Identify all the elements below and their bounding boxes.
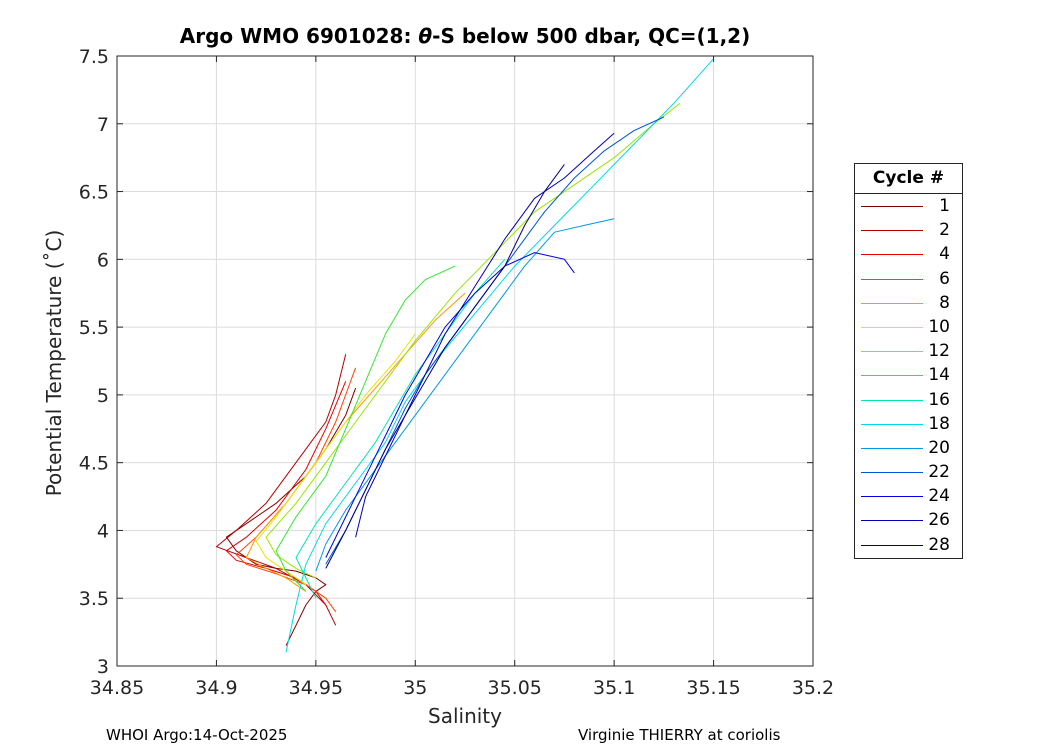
legend-item-cycle-14: 14 (855, 363, 962, 387)
y-tick-label: 5.5 (79, 317, 109, 339)
legend-swatch (861, 206, 923, 207)
series-line-cycle-22 (325, 116, 665, 565)
y-tick-label: 3 (97, 656, 109, 678)
legend-label: 24 (928, 486, 950, 507)
x-tick-label: 34.95 (289, 677, 343, 699)
footer-source: WHOI Argo:14-Oct-2025 (106, 726, 288, 744)
legend-swatch (861, 254, 923, 256)
y-tick-label: 6.5 (79, 182, 109, 204)
legend-swatch (861, 375, 923, 377)
legend-label: 4 (939, 244, 950, 265)
series-group (215, 58, 714, 653)
y-tick-label: 5 (97, 385, 109, 407)
series-line-cycle-12 (265, 103, 681, 579)
series-line-cycle-10 (255, 333, 416, 586)
legend-label: 10 (928, 316, 950, 337)
legend-item-cycle-16: 16 (855, 388, 962, 412)
grid-lines (116, 55, 814, 667)
legend-label: 8 (939, 292, 950, 313)
legend-title: Cycle # (855, 164, 962, 194)
series-line-cycle-16 (295, 258, 506, 599)
series-line-cycle-1 (225, 387, 357, 646)
plot-frame (116, 55, 814, 667)
x-tick-label: 34.9 (195, 677, 237, 699)
legend-label: 22 (928, 462, 950, 483)
y-axis-ticks: 3 3.5 4 4.5 5 5.5 6 6.5 7 7.5 (79, 46, 813, 678)
x-tick-label: 35.05 (488, 677, 542, 699)
y-tick-label: 4.5 (79, 453, 109, 475)
legend-label: 28 (928, 534, 950, 555)
legend-item-cycle-22: 22 (855, 460, 962, 484)
footer-author: Virginie THIERRY at coriolis (578, 726, 781, 744)
legend-swatch (861, 278, 923, 280)
legend-item-cycle-1: 1 (855, 194, 962, 218)
y-tick-label: 3.5 (79, 588, 109, 610)
y-tick-label: 6 (97, 249, 109, 271)
chart-title: Argo WMO 6901028: θ-S below 500 dbar, QC… (179, 24, 751, 48)
legend-item-cycle-12: 12 (855, 339, 962, 363)
series-line-cycle-8 (245, 292, 466, 592)
legend-label: 12 (928, 341, 950, 362)
series-line-cycle-18 (285, 58, 714, 653)
series-line-cycle-26 (355, 132, 615, 538)
y-tick-label: 7 (97, 114, 109, 136)
title-theta-symbol: θ (418, 24, 433, 48)
legend-item-cycle-4: 4 (855, 242, 962, 266)
legend-swatch (861, 326, 923, 328)
y-tick-label: 7.5 (79, 46, 109, 68)
legend-label: 1 (939, 196, 950, 216)
x-axis-ticks: 34.85 34.9 34.95 35 35.05 35.1 35.15 35.2 (90, 56, 834, 699)
x-axis-label: Salinity (428, 704, 502, 728)
legend-label: 26 (928, 510, 950, 531)
legend-label: 20 (928, 437, 950, 458)
legend-swatch (861, 423, 923, 425)
legend-item-cycle-10: 10 (855, 315, 962, 339)
x-tick-label: 35 (403, 677, 427, 699)
legend-item-cycle-8: 8 (855, 291, 962, 315)
legend-label: 18 (928, 413, 950, 434)
legend-swatch (861, 351, 923, 353)
legend-label: 14 (928, 365, 950, 386)
y-axis-label: Potential Temperature (˚C) (42, 229, 66, 497)
series-line-cycle-6 (235, 367, 357, 613)
legend-swatch (861, 472, 923, 474)
legend-swatch (861, 520, 923, 522)
legend-swatch (861, 399, 923, 401)
legend-swatch (861, 496, 923, 498)
x-tick-label: 35.15 (686, 677, 740, 699)
legend-swatch (861, 302, 923, 304)
legend-item-cycle-6: 6 (855, 267, 962, 291)
legend-item-cycle-2: 2 (855, 218, 962, 242)
legend-item-cycle-18: 18 (855, 412, 962, 436)
series-line-cycle-14 (275, 265, 456, 592)
x-tick-label: 35.2 (792, 677, 834, 699)
legend: Cycle # 1 2 4 6 8 10 12 14 16 18 20 22 24 26 28 (854, 163, 963, 559)
series-line-cycle-28 (325, 164, 565, 569)
x-tick-label: 35.1 (593, 677, 635, 699)
legend-items: 1 2 4 6 8 10 12 14 16 18 20 22 24 26 28 (855, 194, 962, 557)
legend-label: 16 (928, 389, 950, 410)
legend-item-cycle-24: 24 (855, 484, 962, 508)
legend-item-cycle-20: 20 (855, 436, 962, 460)
legend-label: 6 (939, 268, 950, 289)
legend-item-cycle-28: 28 (855, 533, 962, 557)
legend-swatch (861, 544, 923, 546)
series-line-cycle-24 (325, 252, 575, 558)
series-line-cycle-20 (315, 218, 615, 572)
legend-label: 2 (939, 220, 950, 241)
y-tick-label: 4 (97, 520, 109, 542)
x-tick-label: 34.85 (90, 677, 144, 699)
legend-swatch (861, 447, 923, 449)
legend-item-cycle-26: 26 (855, 508, 962, 532)
legend-swatch (861, 230, 923, 232)
